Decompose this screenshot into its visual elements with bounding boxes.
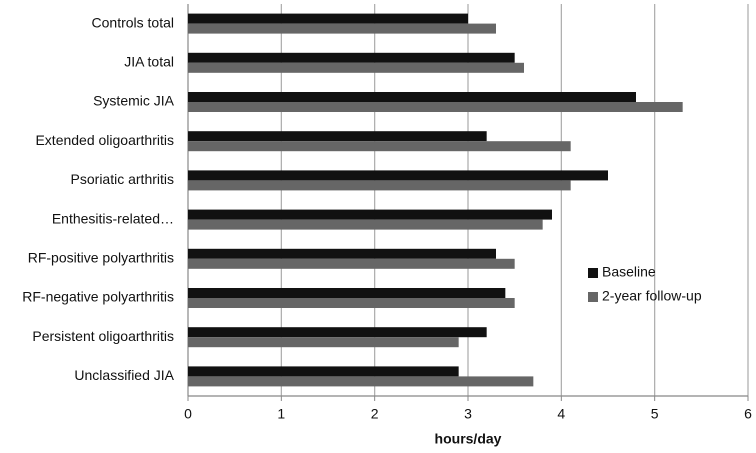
bar xyxy=(188,337,459,348)
bar xyxy=(188,258,515,269)
legend-swatch xyxy=(588,292,598,302)
bar xyxy=(188,209,552,220)
bar xyxy=(188,219,543,230)
x-tick-label: 0 xyxy=(184,406,192,422)
bar xyxy=(188,52,515,63)
y-tick-label: JIA total xyxy=(124,54,174,70)
bar xyxy=(188,92,636,102)
legend-label: 2-year follow-up xyxy=(602,288,702,304)
x-tick-label: 3 xyxy=(464,406,472,422)
bar xyxy=(188,141,571,152)
bar xyxy=(188,366,459,377)
bar xyxy=(188,248,496,259)
y-tick-label: RF-positive polyarthritis xyxy=(28,250,174,266)
bar xyxy=(188,180,571,191)
y-tick-label: RF-negative polyarthritis xyxy=(22,289,174,305)
y-tick-label: Unclassified JIA xyxy=(74,367,174,383)
bar xyxy=(188,13,468,24)
bar xyxy=(188,327,487,338)
y-tick-label: Psoriatic arthritis xyxy=(71,171,174,187)
y-tick-label: Systemic JIA xyxy=(93,93,175,109)
legend-swatch xyxy=(588,268,598,278)
x-tick-label: 1 xyxy=(277,406,285,422)
x-tick-label: 2 xyxy=(371,406,379,422)
bar xyxy=(188,170,608,181)
x-axis-title: hours/day xyxy=(435,431,502,447)
y-tick-label: Persistent oligoarthritis xyxy=(32,328,174,344)
legend-label: Baseline xyxy=(602,264,656,280)
bar xyxy=(188,62,524,73)
bar xyxy=(188,131,487,142)
y-tick-label: Enthesitis-related… xyxy=(52,210,174,226)
bar xyxy=(188,298,515,308)
y-tick-label: Controls total xyxy=(92,14,174,30)
bar xyxy=(188,288,506,298)
bar xyxy=(188,23,496,34)
x-tick-label: 5 xyxy=(651,406,659,422)
x-tick-label: 6 xyxy=(744,406,752,422)
y-tick-label: Extended oligoarthritis xyxy=(35,132,174,148)
bar xyxy=(188,102,683,112)
bar xyxy=(188,376,534,387)
x-tick-label: 4 xyxy=(557,406,565,422)
